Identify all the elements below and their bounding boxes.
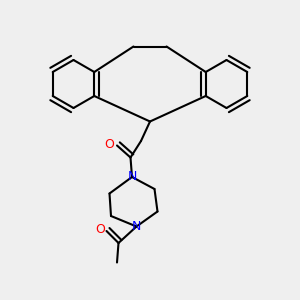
Text: N: N <box>127 170 137 184</box>
Text: O: O <box>95 223 105 236</box>
Text: O: O <box>105 137 114 151</box>
Text: N: N <box>132 220 141 233</box>
